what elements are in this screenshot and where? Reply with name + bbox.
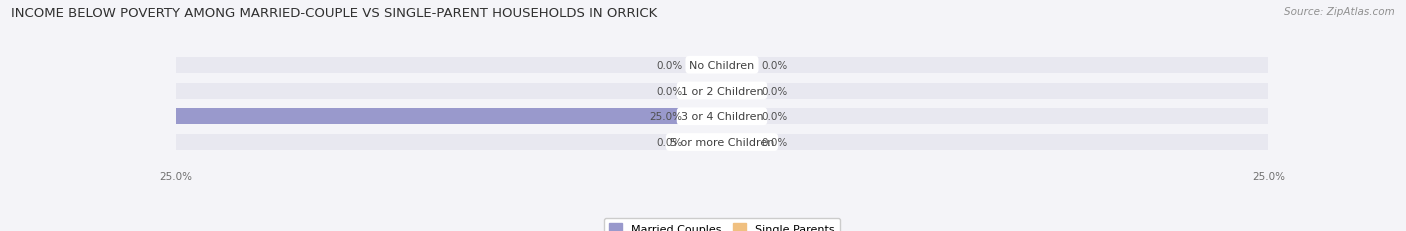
Text: 0.0%: 0.0% xyxy=(657,61,683,70)
Text: 0.0%: 0.0% xyxy=(761,112,787,122)
Text: INCOME BELOW POVERTY AMONG MARRIED-COUPLE VS SINGLE-PARENT HOUSEHOLDS IN ORRICK: INCOME BELOW POVERTY AMONG MARRIED-COUPL… xyxy=(11,7,658,20)
Bar xyxy=(723,109,1268,125)
Bar xyxy=(176,83,723,99)
Text: 0.0%: 0.0% xyxy=(761,86,787,96)
Bar xyxy=(723,58,748,73)
Text: Source: ZipAtlas.com: Source: ZipAtlas.com xyxy=(1284,7,1395,17)
Bar xyxy=(723,83,748,99)
Bar xyxy=(723,134,1268,150)
Text: 5 or more Children: 5 or more Children xyxy=(669,137,775,147)
Bar xyxy=(696,134,723,150)
Text: 0.0%: 0.0% xyxy=(761,61,787,70)
Bar xyxy=(723,134,748,150)
Text: 3 or 4 Children: 3 or 4 Children xyxy=(681,112,763,122)
Text: No Children: No Children xyxy=(689,61,755,70)
Text: 0.0%: 0.0% xyxy=(657,137,683,147)
Bar xyxy=(176,58,723,73)
Bar xyxy=(723,83,1268,99)
Bar xyxy=(696,58,723,73)
Text: 25.0%: 25.0% xyxy=(650,112,683,122)
Bar xyxy=(176,109,723,125)
Bar xyxy=(176,134,723,150)
Text: 0.0%: 0.0% xyxy=(657,86,683,96)
Bar xyxy=(723,58,1268,73)
Text: 0.0%: 0.0% xyxy=(761,137,787,147)
Text: 1 or 2 Children: 1 or 2 Children xyxy=(681,86,763,96)
Legend: Married Couples, Single Parents: Married Couples, Single Parents xyxy=(603,218,841,231)
Bar xyxy=(696,83,723,99)
Bar xyxy=(176,109,723,125)
Bar xyxy=(723,109,748,125)
